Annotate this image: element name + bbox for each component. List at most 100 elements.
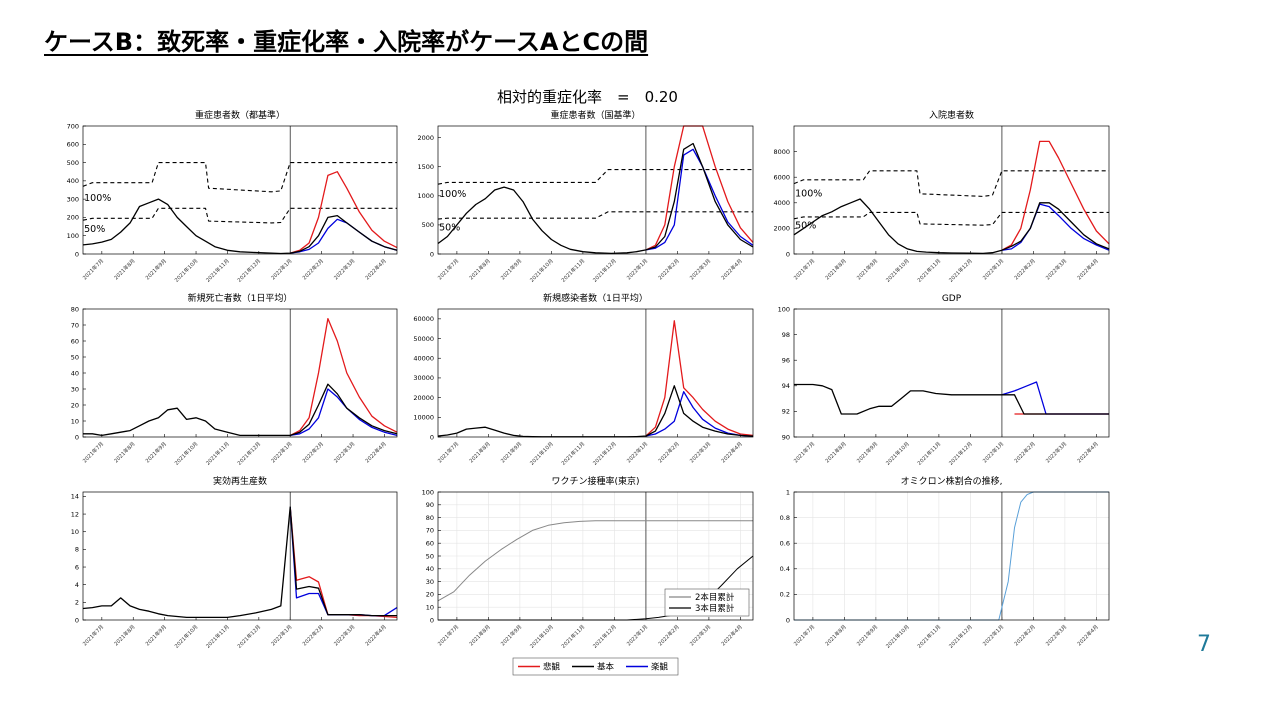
legend-label: 3本目累計: [695, 603, 735, 614]
legend-box: [664, 588, 750, 617]
x-tick-label: 2021年10月: [884, 623, 911, 650]
x-tick-label: 2021年12月: [591, 440, 618, 467]
series-line-pessimistic: [1001, 140, 1110, 251]
x-tick-label: 2022年4月: [719, 440, 744, 465]
chart-panel-2: 重症患者数（国基準） 0 500 1000 1500 2000 2021年7月 2021年8月…: [417, 109, 754, 284]
series-line-pessimistic: [289, 506, 398, 619]
plot-frame: [793, 125, 1110, 255]
x-tick-label: 2021年9月: [499, 440, 524, 465]
annotation-label: 50%: [795, 220, 816, 231]
x-tick-label: 2021年10月: [884, 257, 911, 284]
series-line-cap_100: [437, 169, 753, 185]
series-line-omicron: [794, 491, 1109, 621]
slide-title: ケースB：致死率・重症化率・入院率がケースAとCの間: [44, 28, 649, 56]
y-tick-label: 10: [71, 417, 79, 425]
series-line-cap_50: [793, 211, 1109, 226]
x-tick-label: 2022年2月: [656, 623, 681, 648]
y-tick-label: 20: [426, 591, 434, 599]
plot-frame: [793, 491, 1110, 621]
y-tick-label: 10: [71, 528, 79, 536]
x-tick-label: 2021年12月: [235, 440, 262, 467]
x-tick-label: 2021年7月: [81, 257, 106, 282]
chart-title: 重症患者数（都基準）: [195, 109, 285, 121]
legend-label: 基本: [597, 662, 615, 673]
series-line-cap_100: [82, 162, 397, 193]
x-tick-label: 2021年9月: [855, 257, 880, 282]
y-tick-label: 8000: [773, 148, 790, 156]
x-tick-label: 2021年11月: [915, 257, 942, 284]
y-tick-label: 600: [67, 141, 79, 149]
series-line-base: [437, 142, 754, 255]
x-tick-label: 2021年8月: [823, 257, 848, 282]
y-tick-label: 50: [71, 353, 79, 361]
y-tick-label: 100: [778, 305, 790, 313]
series-line-pessimistic: [645, 320, 754, 437]
x-tick-label: 2022年3月: [688, 440, 713, 465]
y-tick-label: 14: [71, 493, 79, 501]
x-tick-label: 2022年3月: [1044, 257, 1069, 282]
annotation-label: 50%: [84, 224, 105, 235]
y-tick-label: 6000: [773, 174, 790, 182]
y-tick-label: 40000: [413, 355, 434, 363]
y-tick-label: 200: [67, 214, 79, 222]
x-tick-label: 2021年12月: [947, 257, 974, 284]
x-tick-label: 2022年4月: [363, 623, 388, 648]
x-tick-label: 2021年8月: [467, 257, 492, 282]
chart-title: 実効再生産数: [213, 475, 267, 487]
x-tick-label: 2022年4月: [363, 257, 388, 282]
y-tick-label: 4000: [773, 199, 790, 207]
y-tick-label: 100: [67, 232, 79, 240]
plot-frame: [437, 308, 754, 438]
x-tick-label: 2022年1月: [981, 257, 1006, 282]
y-tick-label: 50000: [413, 335, 434, 343]
x-tick-label: 2022年4月: [363, 440, 388, 465]
series-line-pessimistic: [645, 125, 754, 251]
x-tick-label: 2021年11月: [559, 440, 586, 467]
annotation-label: 100%: [795, 188, 822, 199]
x-tick-label: 2021年11月: [915, 440, 942, 467]
x-tick-label: 2022年2月: [656, 257, 681, 282]
chart-title: 重症患者数（国基準）: [550, 109, 640, 121]
chart-title: 新規感染者数（1日平均）: [543, 292, 648, 304]
x-tick-label: 2022年2月: [1012, 623, 1037, 648]
y-tick-label: 0.6: [780, 540, 790, 548]
y-tick-label: 6: [75, 563, 79, 571]
x-tick-label: 2022年3月: [332, 623, 357, 648]
chart-title: 新規死亡者数（1日平均）: [188, 292, 293, 304]
chart-panel-3: 入院患者数 0 2000 4000 6000 8000 2021年7月 2021年8月 2021…: [773, 109, 1110, 284]
annotation-label: 100%: [84, 193, 111, 204]
y-tick-label: 1500: [417, 163, 434, 171]
series-line-optimistic: [290, 388, 398, 437]
x-tick-label: 2021年9月: [143, 623, 168, 648]
x-tick-label: 2021年7月: [81, 623, 106, 648]
x-tick-label: 2021年7月: [792, 623, 817, 648]
chart-title: GDP: [942, 294, 962, 304]
series-line-optimistic: [645, 391, 754, 438]
y-tick-label: 96: [782, 357, 790, 365]
x-tick-label: 2021年11月: [559, 623, 586, 650]
chart-title: ワクチン接種率(東京): [551, 475, 639, 487]
y-tick-label: 0: [786, 250, 790, 258]
legend-label: 悲観: [543, 662, 561, 673]
y-tick-label: 20000: [413, 394, 434, 402]
x-tick-label: 2022年3月: [1044, 440, 1069, 465]
x-tick-label: 2022年1月: [625, 440, 650, 465]
x-tick-label: 2021年9月: [143, 257, 168, 282]
x-tick-label: 2022年1月: [269, 623, 294, 648]
y-tick-label: 0: [75, 433, 79, 441]
x-tick-label: 2022年1月: [269, 257, 294, 282]
plot-frame: [793, 308, 1110, 438]
y-tick-label: 4: [75, 581, 79, 589]
series-line-cap_100: [793, 170, 1109, 197]
series-line-cap_50: [82, 207, 397, 224]
x-tick-label: 2022年3月: [332, 257, 357, 282]
series-line-base: [793, 198, 1110, 255]
series-line-pessimistic: [289, 317, 398, 436]
x-tick-label: 2022年2月: [300, 440, 325, 465]
y-tick-label: 30000: [413, 374, 434, 382]
series-line-pessimistic: [290, 171, 398, 254]
y-tick-label: 80: [426, 514, 434, 522]
y-tick-label: 2000: [773, 225, 790, 233]
